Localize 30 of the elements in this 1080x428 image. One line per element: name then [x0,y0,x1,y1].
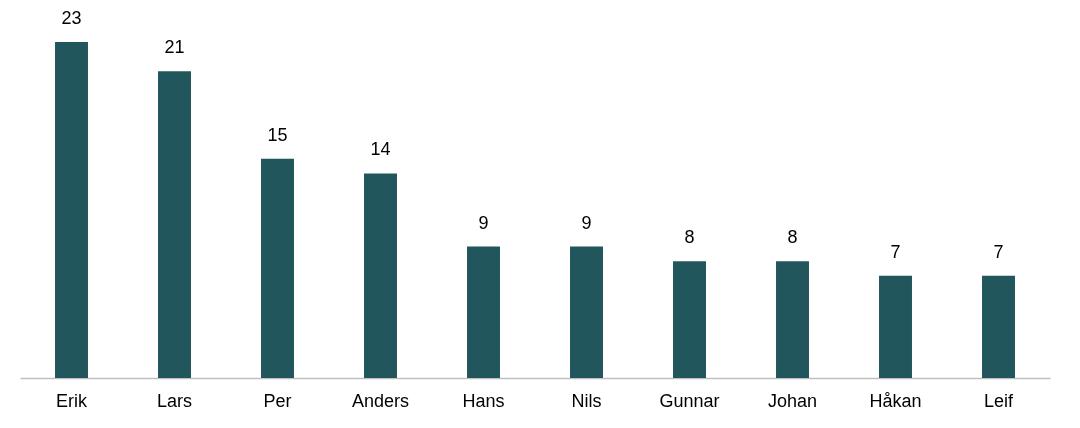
data-label: 23 [61,8,82,28]
bar [570,246,603,378]
x-tick-label: Gunnar [659,390,720,411]
x-tick-label: Hans [462,390,505,411]
x-tick-label: Nils [571,390,602,411]
data-label: 9 [581,212,592,233]
bar [776,261,809,378]
data-label: 7 [890,241,901,262]
x-tick-label: Anders [351,390,410,411]
x-tick-label: Håkan [869,390,922,411]
data-label: 21 [164,37,185,58]
x-tick-label: Per [263,390,292,411]
data-label: 14 [370,139,391,160]
data-label: 15 [267,124,288,145]
data-label: 7 [993,241,1004,262]
x-tick-label: Leif [983,390,1014,411]
x-tick-label: Lars [156,390,193,411]
data-label: 8 [684,227,695,248]
x-tick-label: Johan [767,390,818,411]
bar [673,261,706,378]
data-label: 8 [787,227,798,248]
x-tick-label: Erik [56,390,88,411]
bar [467,246,500,378]
data-label: 9 [478,212,489,233]
bar [364,173,397,378]
bar [261,158,294,378]
bar [158,71,191,378]
bar [879,275,912,378]
bar [982,275,1015,378]
bar [55,42,88,378]
